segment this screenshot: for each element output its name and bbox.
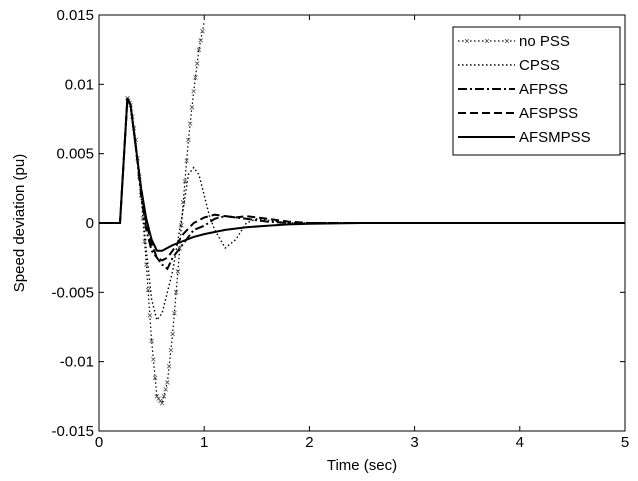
x-axis-label: Time (sec) [327, 457, 397, 474]
legend-box [452, 26, 621, 156]
no-pss-marker [184, 158, 189, 163]
no-pss-marker [149, 338, 154, 344]
series-group [99, 21, 625, 406]
series-line-afsmpss [99, 97, 625, 252]
no-pss-marker [161, 394, 167, 399]
legend-label: AFPSS [519, 81, 568, 98]
legend-label: AFSPSS [519, 105, 578, 122]
x-tick-label: 5 [621, 434, 629, 451]
no-pss-marker [173, 290, 179, 295]
x-tick-label: 4 [516, 434, 524, 451]
no-pss-marker [147, 313, 153, 318]
no-pss-marker [159, 400, 165, 406]
no-pss-marker [194, 61, 200, 66]
no-pss-marker [187, 121, 193, 126]
no-pss-marker [172, 310, 177, 316]
legend-label: AFSMPSS [519, 129, 591, 146]
y-tick-label: 0.01 [65, 76, 94, 93]
y-tick-label: -0.005 [51, 284, 94, 301]
y-tick-label: -0.01 [60, 354, 94, 371]
x-tick-label: 0 [95, 434, 103, 451]
x-tick-label: 2 [305, 434, 313, 451]
series-line-cpss [99, 97, 625, 322]
y-tick-label: -0.015 [51, 423, 94, 440]
no-pss-marker [165, 380, 170, 385]
y-tick-label: 0 [86, 215, 94, 232]
no-pss-marker [175, 269, 181, 274]
no-pss-marker [180, 199, 186, 205]
legend: no PSS CPSS AFPSS AFSPSS AFSMPSS [452, 26, 621, 156]
no-pss-marker [186, 137, 191, 143]
x-tick-label: 1 [200, 434, 208, 451]
ticks-layer: 0 1 2 3 4 5 -0.015 -0.01 -0.005 0 0.005 0.01 0.015 [51, 7, 629, 451]
no-pss-marker [163, 387, 168, 392]
no-pss-marker [145, 287, 151, 293]
legend-label: no PSS [519, 33, 570, 50]
no-pss-marker [193, 75, 198, 80]
series-layer [99, 21, 625, 406]
no-pss-marker [166, 364, 172, 369]
y-axis-label: Speed deviation (pu) [11, 154, 28, 292]
legend-marker [504, 38, 510, 44]
legend-label: CPSS [519, 57, 560, 74]
no-pss-marker [151, 357, 156, 362]
no-pss-marker [170, 331, 175, 337]
no-pss-marker [179, 223, 184, 228]
no-pss-marker [189, 105, 195, 110]
no-pss-marker [182, 179, 188, 184]
no-pss-marker [168, 347, 174, 353]
legend-marker [464, 38, 470, 44]
no-pss-marker [196, 47, 202, 52]
no-pss-marker [140, 216, 146, 221]
x-tick-label: 3 [410, 434, 418, 451]
y-tick-label: 0.015 [56, 7, 94, 24]
y-tick-label: 0.005 [56, 146, 94, 163]
no-pss-marker [191, 88, 196, 94]
no-pss-marker [200, 28, 205, 34]
no-pss-marker [152, 375, 158, 381]
legend-marker [484, 38, 490, 44]
no-pss-marker [198, 38, 203, 43]
